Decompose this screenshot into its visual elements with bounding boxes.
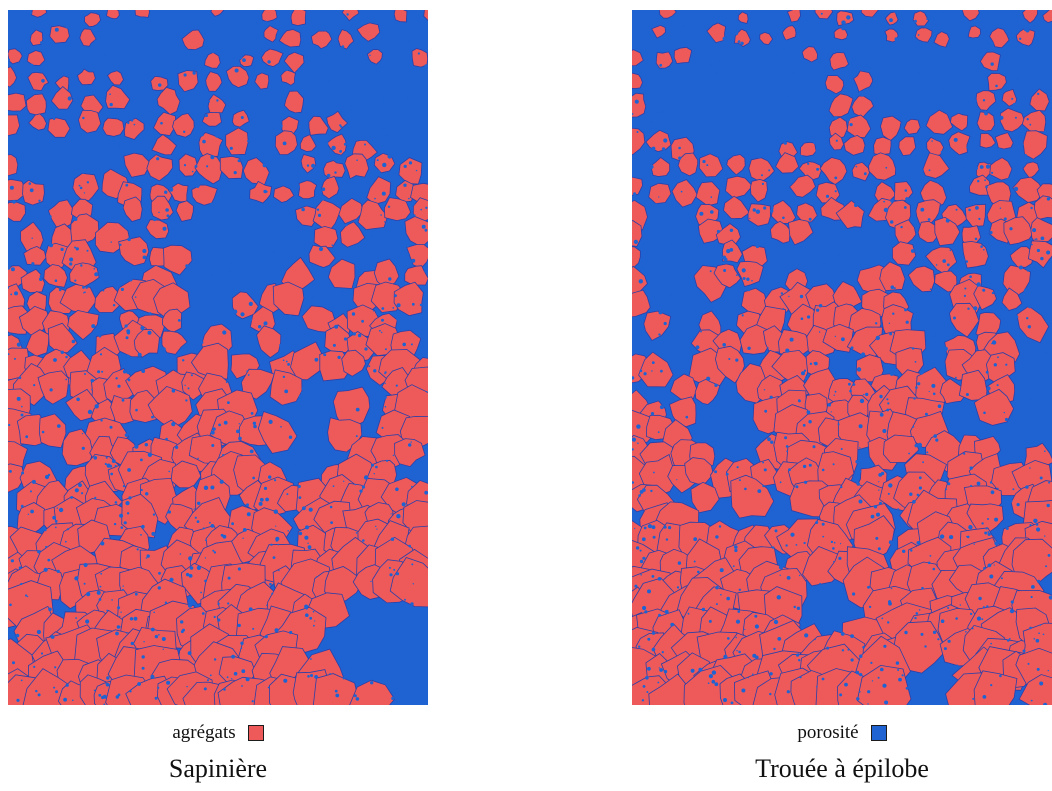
caption-sapiniere: Sapinière	[168, 754, 268, 783]
legend-porosity: porosité	[632, 720, 1052, 746]
legend-aggregates: agrégats	[8, 720, 428, 746]
caption-trouee-epilobe: Trouée à épilobe	[755, 754, 929, 783]
legend-label-porosity: porosité	[797, 722, 859, 743]
legend-label-aggregates: agrégats	[172, 722, 236, 743]
soil-micrograph-trouee	[632, 10, 1052, 705]
legend-swatch-aggregates	[247, 725, 264, 741]
panel-trouee-epilobe: porosité Trouée à épilobe	[632, 0, 1052, 791]
soil-micrograph-sapiniere	[8, 10, 428, 705]
panel-sapiniere: agrégats Sapinière	[8, 0, 428, 791]
legend-swatch-porosity	[870, 725, 887, 741]
